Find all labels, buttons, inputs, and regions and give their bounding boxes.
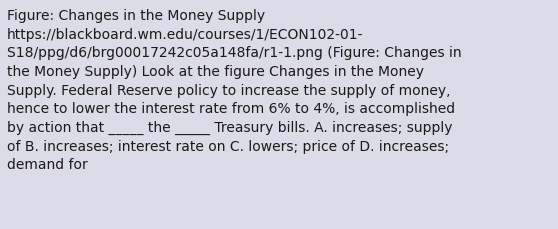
Text: Figure: Changes in the Money Supply
https://blackboard.wm.edu/courses/1/ECON102-: Figure: Changes in the Money Supply http…: [7, 9, 461, 172]
